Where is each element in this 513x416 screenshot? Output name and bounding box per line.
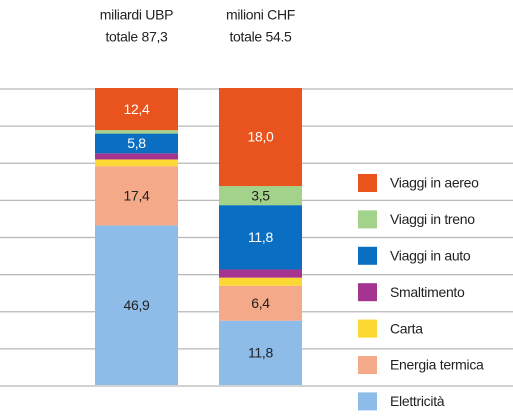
value-label: 12,4: [123, 101, 150, 117]
bar-segment: [219, 320, 302, 385]
value-label: 11,8: [248, 345, 274, 361]
legend-swatch: [358, 319, 377, 338]
value-label: 17,4: [123, 188, 150, 204]
bar-segment: [219, 205, 302, 270]
bar-segment: [95, 166, 178, 226]
bar-total: totale 54.5: [229, 29, 292, 45]
bar-segment: [95, 88, 178, 131]
bar-segment: [219, 269, 302, 278]
value-label: 3,5: [251, 187, 270, 203]
legend-swatch: [358, 283, 377, 302]
bar-segment: [95, 130, 178, 134]
bar-header: miliardi UBP: [100, 7, 173, 23]
legend-swatch: [358, 174, 377, 192]
bar-segment: [95, 159, 178, 167]
bar-segment: [219, 186, 302, 206]
bar-total: totale 87,3: [105, 29, 168, 45]
legend-label: Viaggi in aereo: [390, 175, 479, 191]
value-label: 11,8: [248, 229, 274, 245]
bar-header: milioni CHF: [226, 7, 295, 23]
bar-segment: [95, 225, 178, 385]
legend-swatch: [358, 392, 377, 411]
bar-segment: [219, 88, 302, 187]
bar-segment: [219, 285, 302, 321]
legend-swatch: [358, 246, 377, 265]
bar-segment: [95, 153, 178, 160]
legend-label: Smaltimento: [390, 284, 465, 300]
legend-label: Viaggi in auto: [390, 248, 471, 264]
bar-segment: [219, 277, 302, 286]
value-label: 5,8: [127, 135, 146, 151]
legend-label: Viaggi in treno: [390, 211, 475, 227]
legend-label: Energia termica: [390, 357, 484, 373]
value-label: 18,0: [247, 129, 274, 145]
value-label: 46,9: [123, 297, 150, 313]
legend-label: Carta: [390, 320, 423, 336]
bar-segment: [95, 133, 178, 154]
value-label: 6,4: [251, 295, 270, 311]
legend-swatch: [358, 356, 377, 374]
legend-label: Elettricità: [390, 393, 445, 409]
legend-swatch: [358, 210, 377, 229]
